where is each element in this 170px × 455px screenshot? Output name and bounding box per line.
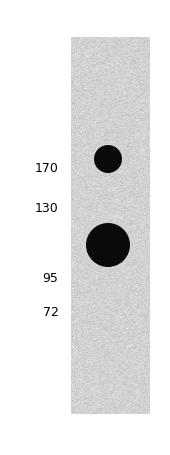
Ellipse shape	[94, 146, 122, 174]
Polygon shape	[124, 206, 136, 221]
Text: 72: 72	[42, 305, 58, 318]
Text: 2: 2	[110, 63, 119, 77]
Text: 1: 1	[80, 63, 89, 77]
Text: (+): (+)	[105, 379, 123, 389]
Text: (-): (-)	[78, 379, 91, 389]
Ellipse shape	[86, 223, 130, 268]
Text: 130: 130	[35, 202, 58, 215]
Text: 170: 170	[35, 162, 58, 175]
Text: 95: 95	[42, 271, 58, 284]
